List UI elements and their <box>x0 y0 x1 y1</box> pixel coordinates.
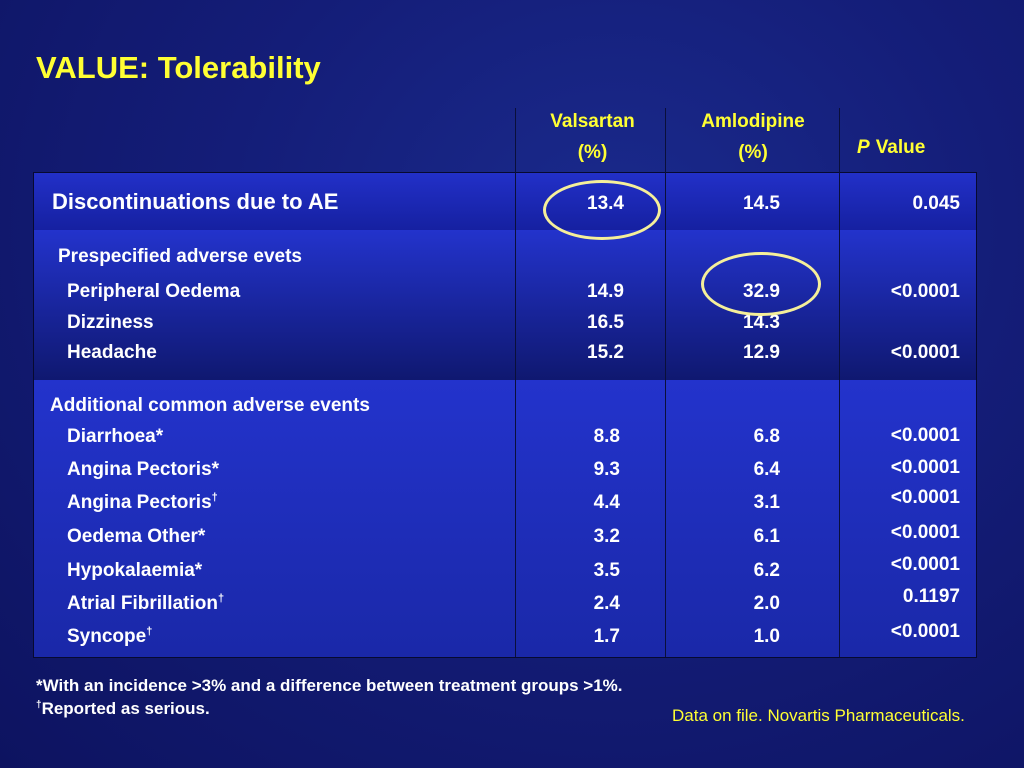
row-amlodipine: 6.8 <box>753 426 780 447</box>
divider-3 <box>839 108 840 657</box>
row-label: Syncope <box>67 626 147 647</box>
row-valsartan: 4.4 <box>593 492 620 513</box>
footnote-dagger: † <box>36 699 42 711</box>
row-valsartan: 1.7 <box>593 626 620 647</box>
dagger-mark: † <box>217 592 225 605</box>
row-label-wrap: Angina Pectoris† <box>67 492 218 514</box>
dagger-mark: † <box>146 625 153 638</box>
row-p: <0.0001 <box>890 457 960 478</box>
row-amlodipine: 6.4 <box>753 459 780 480</box>
table-border <box>33 172 977 658</box>
row-valsartan: 9.3 <box>593 459 620 480</box>
row-valsartan: 8.8 <box>593 426 620 447</box>
row-valsartan: 3.5 <box>593 560 620 581</box>
row-label-wrap: Syncope† <box>67 626 152 648</box>
row-p: <0.0001 <box>890 621 960 642</box>
row-valsartan: 16.5 <box>587 312 624 333</box>
row-amlodipine: 1.0 <box>753 626 780 647</box>
row-p: <0.0001 <box>890 487 960 508</box>
row-label: Atrial Fibrillation <box>67 593 218 614</box>
row-label: Angina Pectoris <box>67 492 212 513</box>
prespecified-label: Prespecified adverse evets <box>58 246 302 267</box>
header-amlodipine-name: Amlodipine <box>701 111 805 132</box>
row-p: <0.0001 <box>890 342 960 363</box>
row-p: <0.0001 <box>890 522 960 543</box>
row-amlodipine: 14.3 <box>743 312 780 333</box>
header-p-rest: Value <box>875 137 926 158</box>
row-valsartan: 2.4 <box>593 593 620 614</box>
header-p-italic: P <box>857 137 870 158</box>
row-label: Headache <box>67 342 157 363</box>
slide-title: VALUE: Tolerability <box>36 50 321 85</box>
discontinuations-amlodipine: 14.5 <box>743 193 780 214</box>
highlight-ellipse-valsartan <box>543 180 661 240</box>
footnote-incidence: *With an incidence >3% and a difference … <box>36 676 623 695</box>
row-amlodipine: 2.0 <box>753 593 780 614</box>
row-valsartan: 14.9 <box>587 281 624 302</box>
row-p: <0.0001 <box>890 425 960 446</box>
row-label: Peripheral Oedema <box>67 281 241 302</box>
header-valsartan-unit: (%) <box>577 142 608 163</box>
source-citation: Data on file. Novartis Pharmaceuticals. <box>672 706 965 725</box>
prespecified-band <box>33 230 976 381</box>
divider-2 <box>665 108 666 657</box>
row-valsartan: 15.2 <box>587 342 624 363</box>
header-valsartan: Valsartan (%) <box>520 106 665 168</box>
row-label: Hypokalaemia* <box>67 560 203 581</box>
row-p: <0.0001 <box>890 554 960 575</box>
row-p: <0.0001 <box>890 281 960 302</box>
footnote-serious: †Reported as serious. <box>36 699 210 719</box>
footnote-serious-text: Reported as serious. <box>41 699 210 718</box>
header-valsartan-name: Valsartan <box>550 111 635 132</box>
row-amlodipine: 12.9 <box>743 342 780 363</box>
row-amlodipine: 3.1 <box>753 492 780 513</box>
highlight-ellipse-amlodipine <box>701 252 821 316</box>
row-label: Dizziness <box>67 312 154 333</box>
header-amlodipine: Amlodipine (%) <box>667 106 839 168</box>
row-p: 0.1197 <box>902 586 960 607</box>
row-label: Oedema Other* <box>67 526 206 547</box>
header-amlodipine-unit: (%) <box>738 142 768 163</box>
additional-label: Additional common adverse events <box>50 395 370 416</box>
row-amlodipine: 6.2 <box>753 560 780 581</box>
discontinuations-p: 0.045 <box>912 193 960 214</box>
row-valsartan: 3.2 <box>593 526 620 547</box>
dagger-mark: † <box>211 491 218 504</box>
divider-1 <box>515 108 516 657</box>
row-label: Diarrhoea* <box>67 426 164 447</box>
discontinuations-label: Discontinuations due to AE <box>52 189 339 214</box>
header-p-value: P Value <box>857 137 925 159</box>
row-label-wrap: Atrial Fibrillation† <box>67 593 224 615</box>
row-label: Angina Pectoris* <box>67 459 220 480</box>
row-amlodipine: 6.1 <box>753 526 780 547</box>
